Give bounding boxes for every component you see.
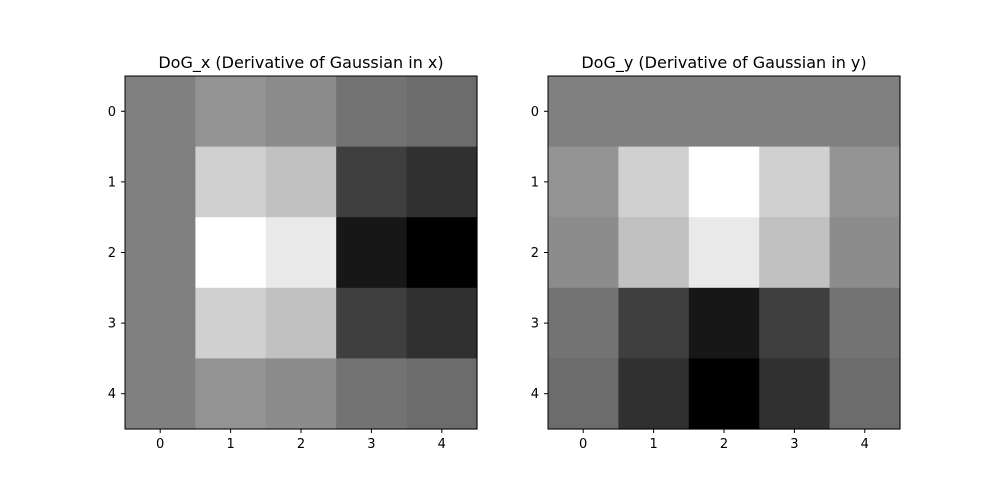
dog-x-cell-r3-c3 xyxy=(336,287,408,359)
dog-y-cell-r2-c3 xyxy=(759,217,831,289)
dog-x-y-tick-label: 3 xyxy=(108,317,116,332)
dog-x-cell-r0-c3 xyxy=(336,76,408,148)
dog-y-cell-r1-c1 xyxy=(618,146,690,218)
dog-y-cell-r1-c4 xyxy=(829,146,901,218)
dog-x-cell-r1-c0 xyxy=(125,146,196,218)
dog-y-y-tick-label: 2 xyxy=(531,246,539,261)
dog-x-cell-r2-c0 xyxy=(125,217,196,289)
dog-x-cell-r1-c4 xyxy=(406,146,478,218)
dog-x-cell-r1-c3 xyxy=(336,146,408,218)
dog-x-panel: DoG_x (Derivative of Gaussian in x) 0 1 2 3… xyxy=(108,53,478,452)
dog-x-cell-r3-c1 xyxy=(195,287,267,359)
dog-y-panel: DoG_y (Derivative of Gaussian in y) 0 1 2 3… xyxy=(531,53,901,452)
dog-x-cell-r4-c4 xyxy=(406,358,478,430)
dog-x-x-tick-label: 4 xyxy=(438,437,446,452)
dog-y-cells xyxy=(548,76,901,430)
dog-x-cell-r2-c2 xyxy=(265,217,337,289)
dog-x-x-tick-label: 1 xyxy=(226,437,234,452)
dog-y-cell-r0-c4 xyxy=(829,76,901,148)
dog-y-y-tick-label: 4 xyxy=(531,387,539,402)
dog-x-y-tick-label: 2 xyxy=(108,246,116,261)
dog-y-cell-r0-c1 xyxy=(618,76,690,148)
dog-y-cell-r3-c0 xyxy=(548,287,619,359)
dog-y-cell-r2-c0 xyxy=(548,217,619,289)
dog-y-ticks: 0 1 2 3 4 0 1 2 3 4 xyxy=(531,105,869,452)
dog-x-cell-r4-c0 xyxy=(125,358,196,430)
dog-y-x-tick-label: 3 xyxy=(790,437,798,452)
dog-y-cell-r2-c2 xyxy=(688,217,760,289)
dog-x-cell-r2-c4 xyxy=(406,217,478,289)
dog-x-y-tick-label: 4 xyxy=(108,387,116,402)
dog-x-cell-r2-c3 xyxy=(336,217,408,289)
dog-y-y-tick-label: 1 xyxy=(531,175,539,190)
dog-x-y-tick-label: 1 xyxy=(108,175,116,190)
dog-y-cell-r0-c2 xyxy=(688,76,760,148)
dog-y-cell-r4-c1 xyxy=(618,358,690,430)
dog-y-cell-r3-c4 xyxy=(829,287,901,359)
dog-x-title: DoG_x (Derivative of Gaussian in x) xyxy=(158,53,443,73)
dog-x-cell-r4-c3 xyxy=(336,358,408,430)
dog-y-x-tick-label: 0 xyxy=(579,437,587,452)
dog-y-cell-r1-c2 xyxy=(688,146,760,218)
dog-y-cell-r3-c3 xyxy=(759,287,831,359)
dog-x-cell-r0-c0 xyxy=(125,76,196,148)
dog-y-cell-r1-c0 xyxy=(548,146,619,218)
dog-x-cell-r0-c2 xyxy=(265,76,337,148)
dog-y-x-tick-label: 2 xyxy=(720,437,728,452)
dog-y-x-tick-label: 1 xyxy=(649,437,657,452)
dog-y-title: DoG_y (Derivative of Gaussian in y) xyxy=(581,53,866,73)
dog-x-cell-r3-c4 xyxy=(406,287,478,359)
dog-y-cell-r0-c3 xyxy=(759,76,831,148)
dog-x-ticks: 0 1 2 3 4 0 1 2 3 4 xyxy=(108,105,446,452)
dog-y-cell-r4-c3 xyxy=(759,358,831,430)
dog-x-cell-r4-c2 xyxy=(265,358,337,430)
dog-x-x-tick-label: 2 xyxy=(297,437,305,452)
dog-x-cell-r3-c0 xyxy=(125,287,196,359)
dog-x-cell-r2-c1 xyxy=(195,217,267,289)
dog-x-cell-r1-c1 xyxy=(195,146,267,218)
dog-x-cell-r4-c1 xyxy=(195,358,267,430)
dog-y-y-tick-label: 3 xyxy=(531,317,539,332)
dog-x-cell-r0-c4 xyxy=(406,76,478,148)
dog-y-y-tick-label: 0 xyxy=(531,105,539,120)
dog-y-cell-r2-c4 xyxy=(829,217,901,289)
dog-y-cell-r2-c1 xyxy=(618,217,690,289)
dog-x-cell-r1-c2 xyxy=(265,146,337,218)
dog-y-cell-r4-c0 xyxy=(548,358,619,430)
dog-y-cell-r4-c2 xyxy=(688,358,760,430)
dog-x-y-tick-label: 0 xyxy=(108,105,116,120)
dog-x-cell-r3-c2 xyxy=(265,287,337,359)
dog-x-x-tick-label: 0 xyxy=(156,437,164,452)
dog-x-cell-r0-c1 xyxy=(195,76,267,148)
dog-y-cell-r4-c4 xyxy=(829,358,901,430)
dog-x-x-tick-label: 3 xyxy=(367,437,375,452)
dog-y-cell-r3-c1 xyxy=(618,287,690,359)
dog-y-cell-r0-c0 xyxy=(548,76,619,148)
dog-x-cells xyxy=(125,76,478,430)
dog-y-x-tick-label: 4 xyxy=(861,437,869,452)
dog-y-cell-r1-c3 xyxy=(759,146,831,218)
dog-y-cell-r3-c2 xyxy=(688,287,760,359)
